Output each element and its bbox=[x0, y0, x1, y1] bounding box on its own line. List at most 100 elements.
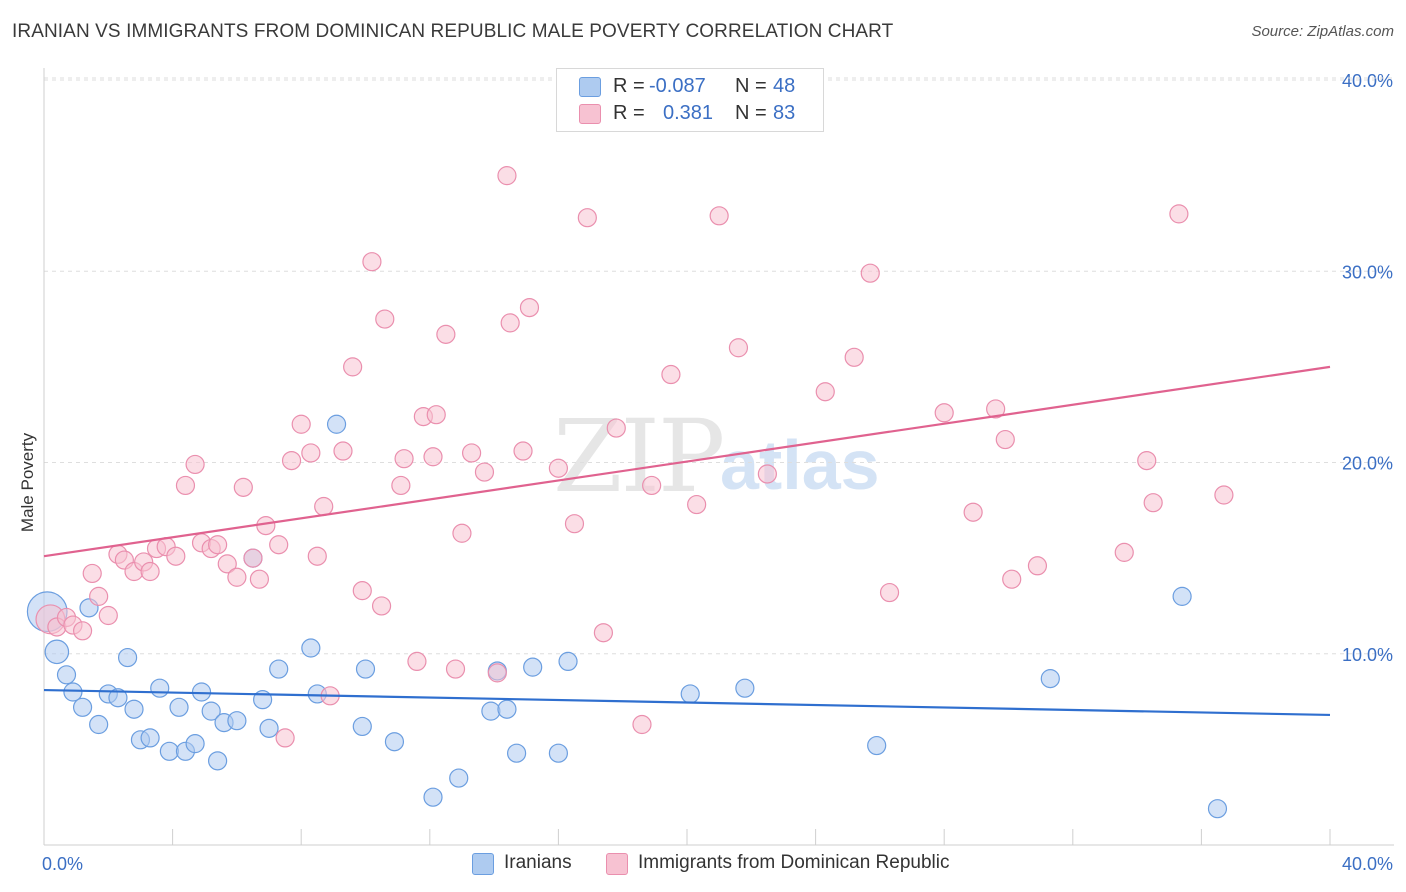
point-dominican bbox=[423, 447, 443, 467]
series-legend: Iranians Immigrants from Dominican Repub… bbox=[472, 852, 952, 876]
point-dominican bbox=[577, 208, 597, 228]
point-iranians bbox=[326, 414, 347, 434]
point-dominican bbox=[227, 567, 247, 587]
point-dominican bbox=[394, 449, 414, 469]
point-dominican bbox=[233, 477, 253, 497]
point-dominican bbox=[362, 252, 382, 272]
y-axis-title: Male Poverty bbox=[18, 432, 37, 532]
point-dominican bbox=[82, 563, 102, 584]
legend-swatch-dominican bbox=[579, 104, 601, 124]
point-iranians bbox=[208, 751, 228, 771]
point-iranians bbox=[108, 688, 128, 708]
point-dominican bbox=[728, 338, 749, 358]
point-dominican bbox=[986, 399, 1006, 419]
point-dominican bbox=[564, 514, 585, 534]
point-iranians bbox=[1207, 799, 1228, 819]
point-dominican bbox=[860, 263, 880, 283]
point-iranians bbox=[89, 714, 109, 735]
point-dominican bbox=[375, 309, 395, 329]
point-iranians bbox=[867, 735, 887, 756]
point-dominican bbox=[314, 496, 334, 517]
point-dominican bbox=[72, 621, 93, 641]
point-iranians bbox=[201, 701, 221, 721]
point-dominican bbox=[500, 313, 520, 333]
point-dominican bbox=[140, 561, 160, 582]
point-dominican bbox=[249, 569, 270, 589]
point-iranians bbox=[72, 697, 93, 717]
point-dominican bbox=[487, 663, 507, 683]
point-dominican bbox=[1143, 493, 1163, 513]
point-dominican bbox=[844, 347, 864, 367]
point-dominican bbox=[275, 728, 295, 748]
y-tick-label: 40.0% bbox=[1342, 71, 1393, 91]
point-iranians bbox=[140, 728, 160, 748]
point-dominican bbox=[519, 297, 540, 318]
point-dominican bbox=[513, 441, 533, 461]
point-iranians bbox=[423, 787, 443, 807]
point-dominican bbox=[166, 546, 186, 566]
point-dominican bbox=[371, 596, 392, 616]
series-legend-swatch-dominican bbox=[606, 853, 628, 875]
correlation-legend: R = -0.087 N = 48 R = 0.381 N = 83 bbox=[556, 68, 824, 132]
point-dominican bbox=[436, 324, 456, 344]
series-legend-label-dominican: Immigrants from Dominican Republic bbox=[638, 852, 950, 873]
point-dominican bbox=[497, 166, 517, 186]
point-dominican bbox=[661, 364, 681, 385]
point-dominican bbox=[452, 523, 472, 543]
point-dominican bbox=[461, 443, 482, 463]
point-dominican bbox=[879, 582, 900, 603]
point-dominican bbox=[963, 502, 983, 522]
legend-r-value-iranians: -0.087 bbox=[649, 75, 706, 97]
point-dominican bbox=[593, 623, 614, 643]
point-iranians bbox=[301, 638, 321, 658]
watermark-atlas: atlas bbox=[720, 426, 880, 504]
point-iranians bbox=[507, 743, 527, 763]
point-iranians bbox=[159, 741, 179, 761]
point-iranians bbox=[352, 716, 372, 737]
trendline-dominican bbox=[43, 365, 1331, 558]
series-legend-swatch-iranians bbox=[472, 853, 494, 875]
legend-n-label-dominican: N = bbox=[735, 102, 767, 124]
point-iranians bbox=[56, 665, 77, 685]
point-dominican bbox=[1169, 204, 1189, 224]
point-dominican bbox=[243, 548, 263, 568]
point-iranians bbox=[523, 657, 543, 677]
legend-n-value-iranians: 48 bbox=[773, 75, 796, 97]
point-dominican bbox=[208, 535, 228, 555]
point-iranians bbox=[384, 732, 405, 752]
point-iranians bbox=[44, 639, 70, 665]
point-dominican bbox=[1002, 569, 1022, 589]
point-iranians bbox=[449, 768, 469, 788]
point-dominican bbox=[343, 357, 363, 377]
point-dominican bbox=[98, 605, 118, 626]
trendline-iranians bbox=[43, 688, 1331, 717]
legend-r-label-dominican: R = bbox=[613, 102, 645, 124]
point-dominican bbox=[352, 581, 372, 601]
point-iranians bbox=[497, 699, 517, 719]
point-dominican bbox=[709, 206, 729, 226]
point-dominican bbox=[815, 382, 835, 402]
point-iranians bbox=[227, 711, 247, 731]
point-dominican bbox=[1027, 556, 1048, 576]
point-iranians bbox=[1172, 586, 1192, 606]
y-tick-label: 10.0% bbox=[1342, 645, 1393, 665]
point-iranians bbox=[355, 659, 376, 679]
point-dominican bbox=[1214, 485, 1234, 505]
legend-r-label-iranians: R = bbox=[613, 75, 645, 97]
point-dominican bbox=[445, 659, 466, 679]
point-dominican bbox=[333, 441, 353, 461]
point-dominican bbox=[548, 458, 569, 478]
y-tick-label: 30.0% bbox=[1342, 262, 1393, 282]
point-iranians bbox=[117, 647, 138, 668]
point-iranians bbox=[269, 659, 289, 679]
point-dominican bbox=[281, 450, 302, 471]
point-dominican bbox=[269, 535, 289, 555]
point-iranians bbox=[150, 678, 170, 698]
point-iranians bbox=[680, 684, 700, 704]
point-dominican bbox=[1137, 450, 1157, 471]
point-iranians bbox=[124, 699, 144, 719]
point-dominican bbox=[217, 554, 237, 574]
point-dominican bbox=[687, 494, 707, 515]
legend-swatch-iranians bbox=[579, 77, 601, 97]
